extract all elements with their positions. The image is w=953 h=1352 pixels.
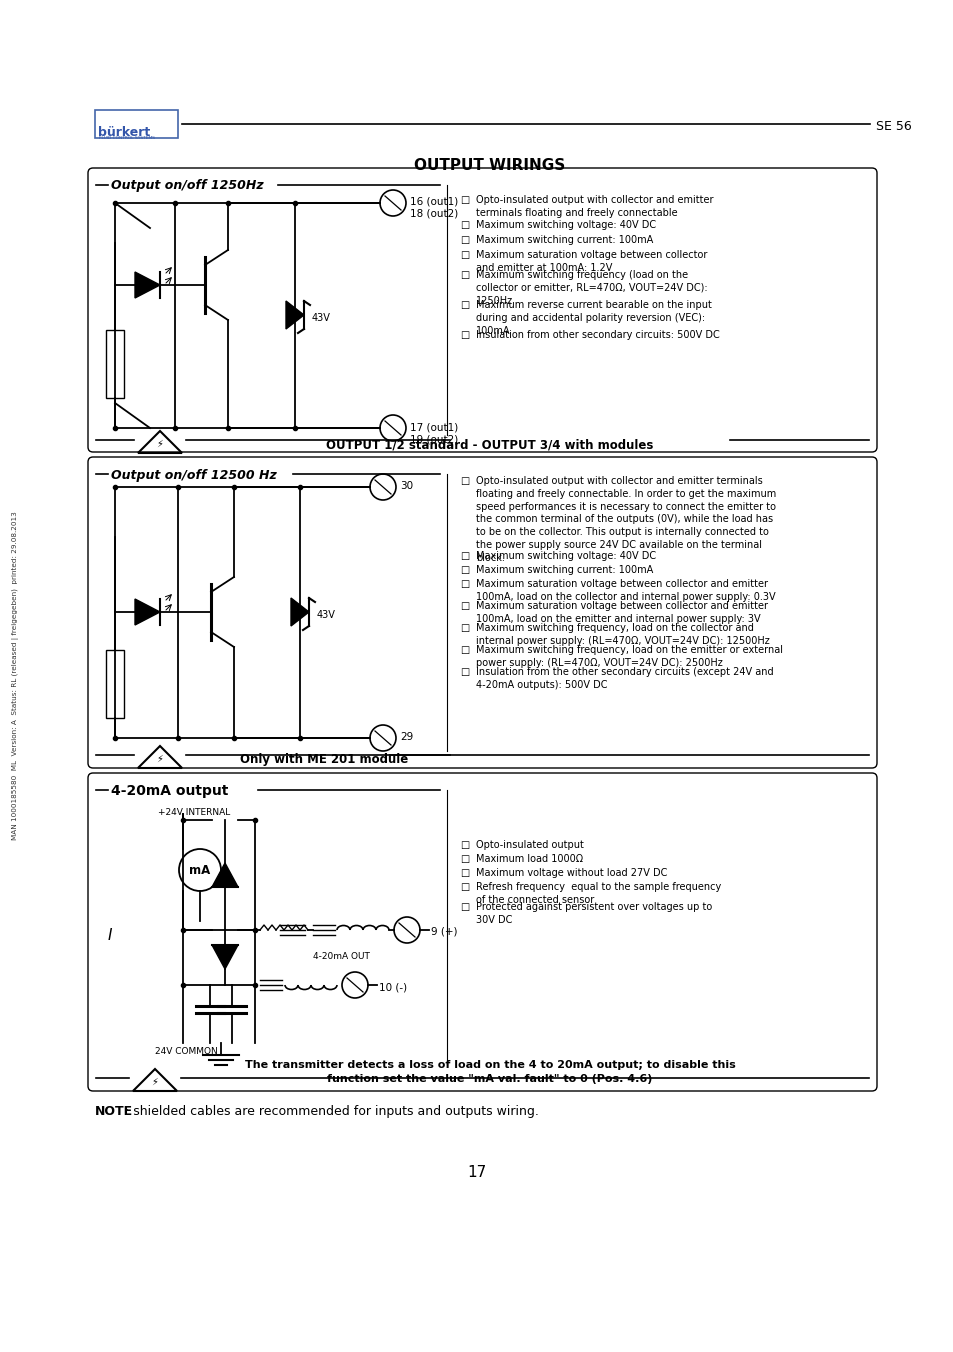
Text: +24V INTERNAL: +24V INTERNAL bbox=[158, 808, 230, 817]
Text: OUTPUT 1/2 standard - OUTPUT 3/4 with modules: OUTPUT 1/2 standard - OUTPUT 3/4 with mo… bbox=[326, 438, 653, 452]
Text: Opto-insulated output: Opto-insulated output bbox=[476, 840, 583, 850]
Text: □: □ bbox=[459, 579, 469, 589]
Text: □: □ bbox=[459, 195, 469, 206]
Text: 9 (+): 9 (+) bbox=[431, 927, 457, 937]
Text: Opto-insulated output with collector and emitter
terminals floating and freely c: Opto-insulated output with collector and… bbox=[476, 195, 713, 218]
Text: 4-20mA output: 4-20mA output bbox=[111, 784, 228, 798]
Polygon shape bbox=[212, 945, 237, 969]
Text: Refresh frequency  equal to the sample frequency
of the connected sensor: Refresh frequency equal to the sample fr… bbox=[476, 882, 720, 904]
Text: □: □ bbox=[459, 552, 469, 561]
Text: ⚡: ⚡ bbox=[156, 439, 163, 449]
Text: I: I bbox=[108, 927, 112, 942]
Text: Only with ME 201 module: Only with ME 201 module bbox=[240, 753, 408, 767]
Text: Maximum saturation voltage between collector and emitter
100mA, load on the coll: Maximum saturation voltage between colle… bbox=[476, 579, 775, 602]
Text: □: □ bbox=[459, 645, 469, 654]
Text: 4-20mA OUT: 4-20mA OUT bbox=[313, 952, 370, 961]
Text: Protected against persistent over voltages up to
30V DC: Protected against persistent over voltag… bbox=[476, 902, 712, 925]
Text: mA: mA bbox=[190, 864, 211, 876]
Text: OUTPUT WIRINGS: OUTPUT WIRINGS bbox=[414, 158, 565, 173]
Text: Insulation from the other secondary circuits (except 24V and
4-20mA outputs): 50: Insulation from the other secondary circ… bbox=[476, 667, 773, 690]
Text: □: □ bbox=[459, 868, 469, 877]
Polygon shape bbox=[286, 301, 304, 329]
Text: □: □ bbox=[459, 902, 469, 913]
Text: Maximum switching frequency (load on the
collector or emitter, RL=470Ω, VOUT=24V: Maximum switching frequency (load on the… bbox=[476, 270, 707, 306]
Text: Maximum reverse current bearable on the input
during and accidental polarity rev: Maximum reverse current bearable on the … bbox=[476, 300, 711, 335]
Text: Output on/off 1250Hz: Output on/off 1250Hz bbox=[111, 180, 263, 192]
Bar bbox=[106, 650, 124, 718]
Text: Maximum switching voltage: 40V DC: Maximum switching voltage: 40V DC bbox=[476, 552, 656, 561]
Text: 17: 17 bbox=[467, 1165, 486, 1180]
Text: □: □ bbox=[459, 250, 469, 260]
Text: 29: 29 bbox=[399, 731, 413, 742]
Text: 30: 30 bbox=[399, 481, 413, 491]
Text: SE 56: SE 56 bbox=[875, 120, 911, 132]
Bar bbox=[106, 330, 124, 397]
Text: ⚡: ⚡ bbox=[156, 754, 163, 764]
Text: ⚡: ⚡ bbox=[152, 1078, 158, 1087]
Text: □: □ bbox=[459, 270, 469, 280]
Text: 43V: 43V bbox=[312, 314, 331, 323]
Text: Insulation from other secondary circuits: 500V DC: Insulation from other secondary circuits… bbox=[476, 330, 719, 339]
Text: Maximum load 1000Ω: Maximum load 1000Ω bbox=[476, 854, 582, 864]
Text: 10 (-): 10 (-) bbox=[378, 982, 407, 992]
Text: Maximum switching frequency, load on the collector and
internal power supply: (R: Maximum switching frequency, load on the… bbox=[476, 623, 769, 646]
Text: Maximum voltage without load 27V DC: Maximum voltage without load 27V DC bbox=[476, 868, 667, 877]
Text: □: □ bbox=[459, 840, 469, 850]
Text: □: □ bbox=[459, 854, 469, 864]
Polygon shape bbox=[212, 863, 237, 887]
Text: Maximum switching current: 100mA: Maximum switching current: 100mA bbox=[476, 565, 653, 575]
Text: □: □ bbox=[459, 300, 469, 310]
Text: □: □ bbox=[459, 220, 469, 230]
Text: □: □ bbox=[459, 882, 469, 892]
Text: function set the value "mA val. fault" to 0 (Pos. 4.6): function set the value "mA val. fault" t… bbox=[327, 1073, 652, 1084]
Polygon shape bbox=[291, 598, 309, 626]
Text: The transmitter detects a loss of load on the 4 to 20mA output; to disable this: The transmitter detects a loss of load o… bbox=[244, 1060, 735, 1069]
Text: NOTE: NOTE bbox=[95, 1105, 133, 1118]
Text: bürkert: bürkert bbox=[98, 126, 150, 139]
Text: 24V COMMON: 24V COMMON bbox=[154, 1046, 217, 1056]
Text: MAN 1000185580  ML  Version: A  Status: RL (released | freigegeben)  printed: 29: MAN 1000185580 ML Version: A Status: RL … bbox=[11, 511, 19, 841]
Text: 17 (out1): 17 (out1) bbox=[410, 422, 457, 433]
Polygon shape bbox=[135, 272, 160, 297]
Text: □: □ bbox=[459, 476, 469, 485]
Text: Output on/off 12500 Hz: Output on/off 12500 Hz bbox=[111, 469, 276, 481]
Text: 43V: 43V bbox=[316, 610, 335, 621]
Text: □: □ bbox=[459, 602, 469, 611]
Text: Opto-insulated output with collector and emitter terminals
floating and freely c: Opto-insulated output with collector and… bbox=[476, 476, 776, 562]
Text: Maximum switching frequency, load on the emitter or external
power supply: (RL=4: Maximum switching frequency, load on the… bbox=[476, 645, 782, 668]
Text: 16 (out1): 16 (out1) bbox=[410, 197, 457, 207]
Text: FLUID CONTROL SYSTEMS: FLUID CONTROL SYSTEMS bbox=[99, 137, 154, 141]
Text: □: □ bbox=[459, 330, 469, 339]
Text: □: □ bbox=[459, 623, 469, 633]
Text: Maximum saturation voltage between collector and emitter
100mA, load on the emit: Maximum saturation voltage between colle… bbox=[476, 602, 767, 623]
Text: Maximum switching current: 100mA: Maximum switching current: 100mA bbox=[476, 235, 653, 245]
Text: 18 (out2): 18 (out2) bbox=[410, 210, 457, 219]
Text: □: □ bbox=[459, 565, 469, 575]
Text: Maximum saturation voltage between collector
and emitter at 100mA: 1.2V: Maximum saturation voltage between colle… bbox=[476, 250, 706, 273]
Polygon shape bbox=[135, 599, 160, 625]
Text: Maximum switching voltage: 40V DC: Maximum switching voltage: 40V DC bbox=[476, 220, 656, 230]
Text: □: □ bbox=[459, 667, 469, 677]
Text: □: □ bbox=[459, 235, 469, 245]
Text: 19 (out2): 19 (out2) bbox=[410, 434, 457, 443]
Text: : shielded cables are recommended for inputs and outputs wiring.: : shielded cables are recommended for in… bbox=[125, 1105, 538, 1118]
